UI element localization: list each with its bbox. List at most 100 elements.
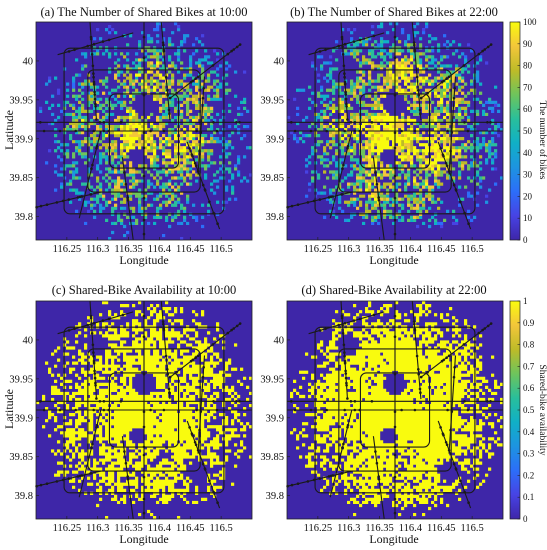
colorbar-tick-label: 1 <box>523 296 528 306</box>
colorbar-availability-label: Shared-bike availability <box>537 364 547 455</box>
road <box>420 43 493 99</box>
panel-a-title: (a) The Number of Shared Bikes at 10:00 <box>40 5 247 19</box>
y-tick-label: 39.9 <box>15 134 33 145</box>
x-tick-label: 116.35 <box>114 244 143 255</box>
y-tick-label: 39.95 <box>260 95 284 106</box>
x-tick-label: 116.3 <box>337 244 360 255</box>
x-tick-label: 116.25 <box>53 523 82 534</box>
y-tick-label: 40 <box>274 56 285 67</box>
x-tick-label: 116.5 <box>210 244 233 255</box>
axes-frame <box>35 300 253 520</box>
y-tick-label: 39.85 <box>9 452 33 463</box>
road-network <box>35 21 252 241</box>
colorbar-tick-label: 0.6 <box>523 383 535 393</box>
x-tick-label: 116.4 <box>148 244 172 255</box>
road <box>197 76 206 175</box>
panel-a-xlabel: Longitude <box>119 253 168 267</box>
colorbar-tick-label: 30 <box>523 170 533 180</box>
road <box>169 43 242 99</box>
colorbar-tick-label: 0.5 <box>523 405 535 415</box>
road <box>448 76 457 175</box>
y-tick-label: 39.85 <box>9 173 33 184</box>
colorbar-tick-label: 100 <box>523 17 537 27</box>
x-tick-label: 116.45 <box>427 523 456 534</box>
panel-b-title: (b) The Number of Shared Bikes at 22:00 <box>290 5 498 19</box>
x-tick-label: 116.3 <box>86 244 109 255</box>
x-tick-label: 116.4 <box>399 244 423 255</box>
colorbar-tick-label: 0.2 <box>523 470 534 480</box>
y-tick-label: 39.8 <box>15 491 33 502</box>
x-tick-label: 116.35 <box>365 244 394 255</box>
x-tick-label: 116.4 <box>399 523 423 534</box>
x-tick-label: 116.45 <box>427 244 456 255</box>
heatmap-cells <box>296 22 498 226</box>
road-network <box>286 21 503 241</box>
road <box>448 355 457 454</box>
x-tick-label: 116.45 <box>176 523 205 534</box>
colorbar-bikes: 0 10 20 30 40 50 60 70 80 90 100 <box>509 17 537 245</box>
colorbar-tick-label: 0 <box>523 514 528 524</box>
x-tick-label: 116.45 <box>176 244 205 255</box>
road <box>420 322 493 378</box>
y-tick-label: 39.85 <box>260 173 284 184</box>
x-tick-label: 116.5 <box>210 523 233 534</box>
y-tick-label: 39.9 <box>15 413 33 424</box>
panel-a-heatmap: 116.25 116.3 116.35 116.4 116.45 116.5 39.8 39.… <box>9 21 253 255</box>
panel-a-ylabel: Latitude <box>2 110 16 150</box>
x-tick-label: 116.5 <box>461 523 484 534</box>
colorbar-tick-label: 50 <box>523 126 533 136</box>
colorbar-tick-label: 10 <box>523 213 533 223</box>
x-tick-label: 116.3 <box>337 523 360 534</box>
colorbar-tick-label: 40 <box>523 148 533 158</box>
y-tick-label: 40 <box>274 335 285 346</box>
x-tick-label: 116.35 <box>365 523 394 534</box>
y-tick-label: 39.9 <box>266 413 284 424</box>
y-tick-label: 39.8 <box>15 212 33 223</box>
colorbar-tick-label: 0.1 <box>523 492 534 502</box>
colorbar-bikes-label: The number of bikes <box>537 101 547 180</box>
road-network <box>286 300 503 520</box>
y-tick-label: 39.95 <box>9 374 33 385</box>
x-tick-label: 116.25 <box>304 244 333 255</box>
panel-c-xlabel: Longitude <box>119 532 168 546</box>
x-tick-label: 116.5 <box>461 244 484 255</box>
y-tick-label: 39.95 <box>260 374 284 385</box>
panel-c-ylabel: Latitude <box>2 389 16 429</box>
panel-d-title: (d) Shared-Bike Availability at 22:00 <box>301 283 486 297</box>
colorbar-availability: 0 0.1 0.2 0.3 0.4 0.5 0.6 0.7 0.8 0.9 1 <box>509 296 535 524</box>
colorbar-tick-label: 80 <box>523 61 533 71</box>
x-tick-label: 116.4 <box>148 523 172 534</box>
panel-d-xlabel: Longitude <box>369 532 418 546</box>
colorbar-tick-label: 90 <box>523 39 533 49</box>
heatmap-cells <box>314 40 489 220</box>
road-network <box>35 300 252 520</box>
x-tick-label: 116.25 <box>304 523 333 534</box>
panel-d-heatmap: 116.25 116.3 116.35 116.4 116.45 116.5 39.8 39.… <box>260 300 504 534</box>
colorbar-tick-label: 0.3 <box>523 449 535 459</box>
road <box>160 21 171 121</box>
colorbar-tick-label: 0.4 <box>523 427 535 437</box>
y-tick-label: 40 <box>23 335 34 346</box>
road <box>197 355 206 454</box>
colorbar-tick-label: 60 <box>523 104 533 114</box>
colorbar-tick-label: 0 <box>523 235 528 245</box>
colorbar-tick-label: 0.7 <box>523 361 535 371</box>
y-tick-label: 39.8 <box>266 491 284 502</box>
x-tick-label: 116.35 <box>114 523 143 534</box>
y-tick-label: 39.9 <box>266 134 284 145</box>
road <box>411 21 422 121</box>
heatmap-cells <box>299 40 498 223</box>
x-tick-label: 116.25 <box>53 244 82 255</box>
y-tick-label: 40 <box>23 56 34 67</box>
road <box>411 300 422 400</box>
road <box>169 322 242 378</box>
panel-c-title: (c) Shared-Bike Availability at 10:00 <box>52 283 236 297</box>
heatmap-cells <box>323 52 468 220</box>
x-tick-label: 116.3 <box>86 523 109 534</box>
heatmap-cells <box>54 40 253 226</box>
colorbar-tick-label: 20 <box>523 191 533 201</box>
y-tick-label: 39.8 <box>266 212 284 223</box>
panel-b-heatmap: 116.25 116.3 116.35 116.4 116.45 116.5 39.8 39.… <box>260 21 504 255</box>
y-tick-label: 39.95 <box>9 95 33 106</box>
